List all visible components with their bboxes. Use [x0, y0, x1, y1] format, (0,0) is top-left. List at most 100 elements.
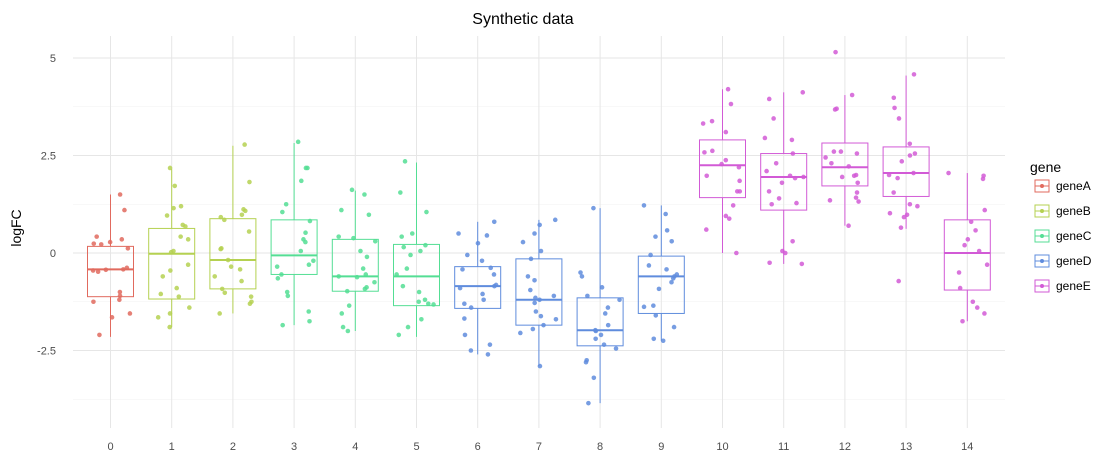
- data-point: [976, 248, 982, 254]
- data-point: [306, 309, 312, 314]
- data-point: [663, 211, 668, 217]
- data-point: [372, 239, 378, 244]
- data-point: [968, 219, 974, 225]
- data-point: [311, 258, 316, 264]
- data-point: [849, 92, 855, 98]
- data-point: [401, 244, 407, 250]
- data-point: [222, 217, 227, 223]
- data-point: [838, 149, 844, 154]
- data-point: [980, 176, 986, 182]
- data-point: [344, 288, 350, 294]
- data-point: [479, 258, 485, 264]
- data-point: [766, 189, 772, 194]
- data-point: [90, 268, 96, 273]
- data-point: [538, 248, 544, 254]
- data-point: [651, 303, 656, 308]
- data-point: [656, 286, 662, 292]
- box-11: [760, 92, 808, 264]
- data-point: [783, 250, 788, 256]
- box-body: [209, 218, 257, 290]
- data-point: [790, 151, 796, 156]
- legend-label: geneE: [1056, 279, 1091, 293]
- data-point: [248, 294, 254, 299]
- data-point: [891, 190, 896, 195]
- data-point: [762, 135, 768, 141]
- data-point: [851, 173, 857, 179]
- data-point: [274, 264, 280, 269]
- y-tick-label: 0: [50, 248, 56, 260]
- legend-key-point: [1040, 259, 1044, 263]
- data-point: [520, 239, 526, 245]
- y-tick-label: 2.5: [41, 151, 56, 163]
- data-point: [279, 272, 284, 277]
- data-point: [219, 286, 225, 292]
- data-point: [591, 205, 596, 211]
- data-point: [303, 165, 309, 171]
- data-point: [295, 139, 301, 145]
- data-point: [484, 233, 490, 238]
- data-point: [646, 263, 652, 268]
- data-point: [402, 159, 408, 164]
- data-point: [283, 201, 289, 207]
- data-point: [120, 267, 126, 272]
- data-point: [593, 328, 599, 334]
- data-point: [700, 121, 706, 126]
- data-point: [491, 272, 497, 277]
- data-point: [591, 375, 597, 381]
- data-point: [896, 278, 901, 284]
- data-point: [172, 183, 178, 189]
- data-point: [485, 352, 491, 357]
- x-tick-label: 2: [230, 441, 236, 453]
- box-body: [270, 219, 318, 275]
- data-point: [827, 198, 833, 203]
- data-point: [349, 187, 355, 193]
- data-point: [583, 359, 589, 365]
- data-point: [351, 235, 356, 241]
- x-tick-label: 3: [291, 441, 297, 453]
- points: [90, 49, 990, 406]
- data-point: [794, 200, 799, 206]
- data-point: [127, 311, 133, 316]
- data-point: [829, 161, 834, 166]
- data-point: [670, 276, 676, 281]
- data-point: [602, 311, 608, 316]
- data-point: [339, 207, 344, 213]
- data-point: [218, 246, 223, 252]
- data-point: [462, 301, 467, 307]
- data-point: [907, 141, 913, 147]
- data-point: [769, 201, 774, 207]
- data-point: [97, 332, 102, 338]
- data-point: [460, 267, 465, 272]
- data-point: [336, 234, 341, 239]
- data-point: [364, 254, 370, 260]
- data-point: [901, 214, 907, 220]
- data-point: [946, 170, 951, 176]
- data-point: [222, 290, 228, 296]
- data-point: [396, 332, 402, 338]
- data-point: [664, 267, 669, 272]
- legend-label: geneD: [1056, 254, 1092, 268]
- box-body: [331, 238, 379, 292]
- data-point: [537, 363, 543, 369]
- data-point: [599, 285, 605, 290]
- data-point: [641, 304, 647, 310]
- data-point: [468, 305, 474, 310]
- data-point: [358, 248, 363, 254]
- legend-key-point: [1040, 209, 1044, 213]
- data-point: [109, 315, 115, 320]
- data-point: [303, 230, 308, 236]
- box-2: [209, 145, 257, 314]
- data-point: [299, 178, 304, 184]
- data-point: [405, 324, 411, 330]
- data-point: [886, 172, 892, 178]
- data-point: [218, 214, 224, 220]
- data-point: [398, 190, 403, 195]
- data-point: [855, 180, 861, 186]
- data-point: [217, 311, 222, 316]
- data-point: [915, 203, 920, 209]
- data-point: [703, 227, 709, 232]
- data-point: [764, 168, 769, 174]
- data-point: [168, 268, 173, 273]
- data-point: [408, 252, 413, 258]
- data-point: [737, 178, 742, 184]
